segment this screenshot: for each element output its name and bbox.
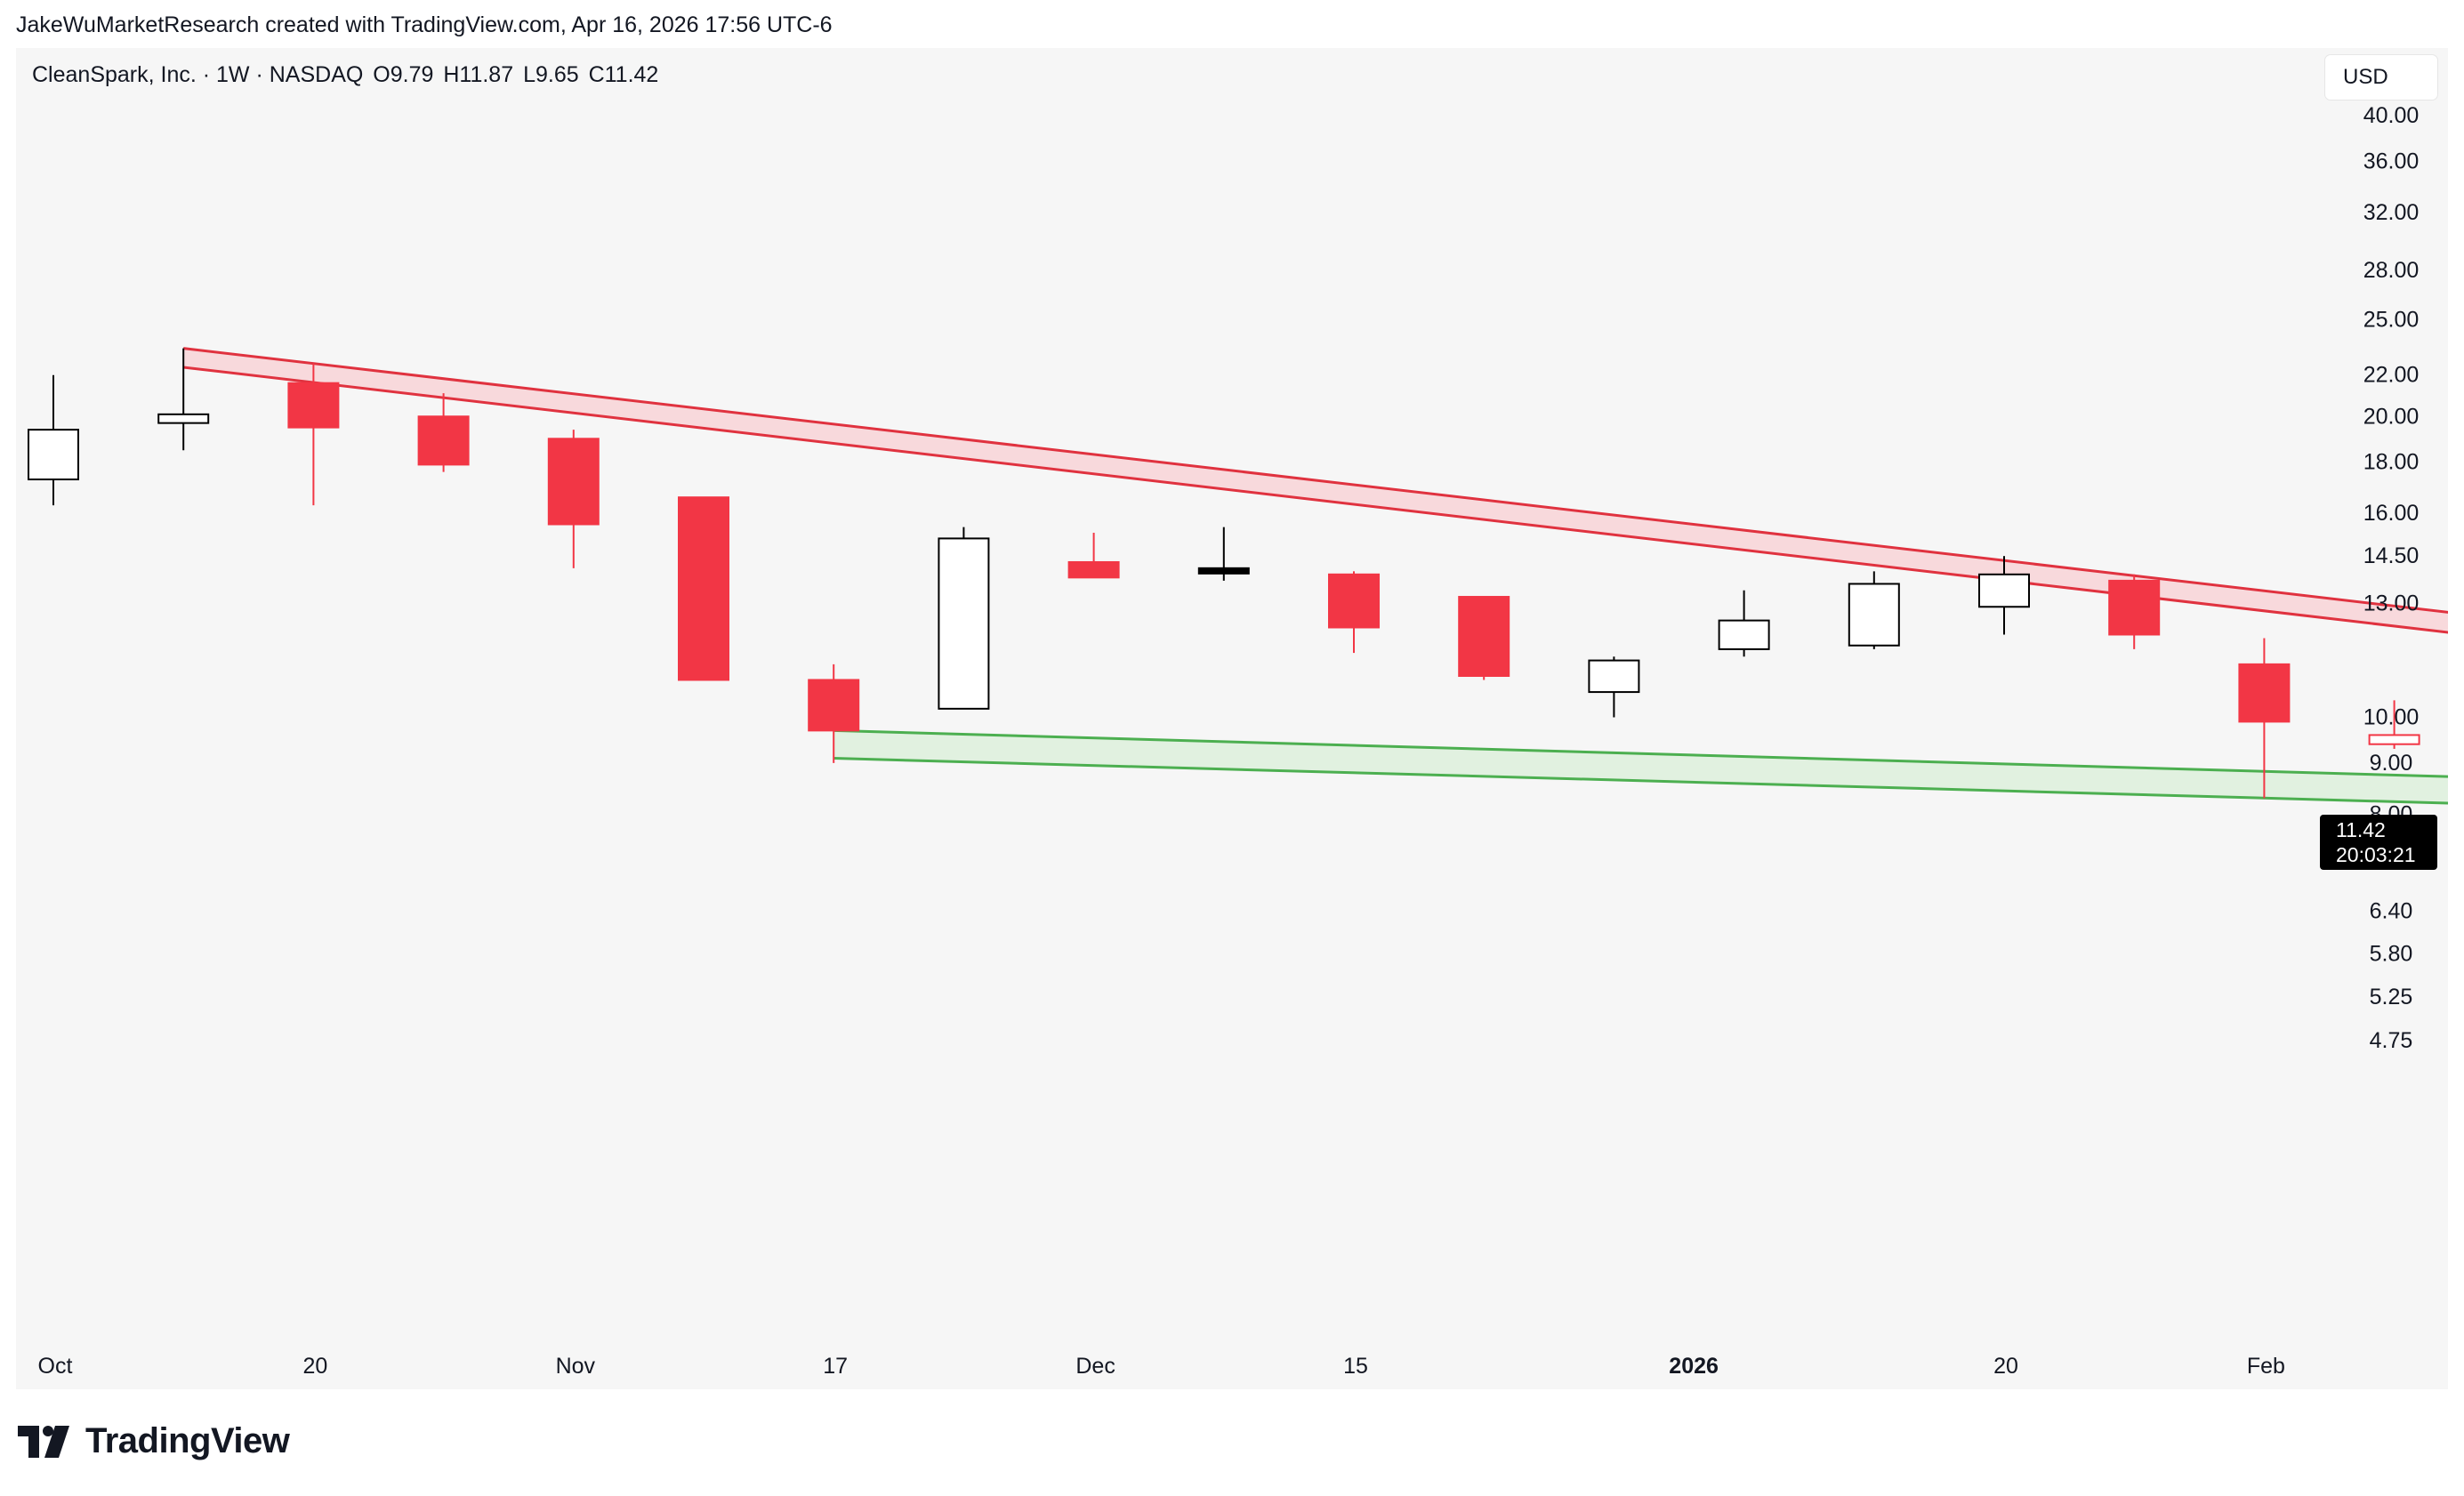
candle-body [1067,560,1120,579]
time-tick-label: 17 [823,1354,848,1379]
price-axis: 40.00 36.00 32.00 28.00 25.00 22.00 20.00 18.00… [2363,103,2420,1053]
time-tick-label: 15 [1343,1354,1368,1379]
price-tick-label: 9.00 [2370,751,2413,776]
price-tick-label: 10.00 [2363,705,2420,730]
candle-body [1718,619,1770,650]
price-tick-label: 25.00 [2363,307,2420,332]
chart-attribution: JakeWuMarketResearch created with Tradin… [16,12,833,37]
price-tick-label: 5.25 [2370,985,2413,1009]
candle [1067,532,1120,579]
tradingview-logo-icon [18,1425,69,1458]
price-tick-label: 5.80 [2370,941,2413,966]
price-chart[interactable]: 40.00 36.00 32.00 28.00 25.00 22.00 20.00 18.00… [16,48,2448,1389]
high-value: H11.87 [443,62,514,87]
candle [1458,596,1510,680]
candles [28,348,2420,799]
candle [547,430,600,568]
candle [1197,527,1250,581]
candle [157,348,210,451]
candle [1848,571,1900,649]
candle-body [1328,573,1380,629]
candle [2238,638,2291,799]
time-tick-label: 20 [1993,1354,2018,1379]
price-tick-label: 28.00 [2363,258,2420,283]
price-tick-label: 16.00 [2363,501,2420,526]
tradingview-wordmark: TradingView [85,1421,290,1460]
close-value: C11.42 [588,62,659,87]
time-tick-label: 2026 [1669,1354,1719,1379]
candle [1588,656,1640,718]
price-tick-label: 13.00 [2363,591,2420,615]
candle-body [417,415,470,466]
candle [2108,574,2161,649]
time-tick-label: Oct [38,1354,73,1379]
candle-body [287,382,340,429]
candle-body [157,413,210,424]
candle-body [2108,579,2161,636]
candle-body [678,496,729,681]
candle-body [2368,734,2420,745]
candle [417,393,470,472]
price-tick-label: 20.00 [2363,404,2420,429]
candle-body [1197,567,1250,575]
candle [1718,590,1770,657]
price-tick-label: 18.00 [2363,450,2420,475]
candle-body [28,429,79,481]
price-tick-label: 6.40 [2370,898,2413,923]
candle-body [547,438,600,526]
candle-body [1588,659,1640,694]
time-axis: Oct20Nov17Dec15202620Feb17Mar16Apr20May1… [38,1354,2285,1379]
time-tick-label: 20 [302,1354,327,1379]
candle [2368,700,2420,749]
candle [28,374,79,506]
candle-body [1978,573,2030,608]
price-tick-label: 22.00 [2363,363,2420,388]
candle-body [808,679,860,732]
time-tick-label: Nov [556,1354,596,1379]
resistance-upper-line [183,347,2448,614]
candle [287,363,340,506]
ohlc-legend[interactable]: CleanSpark, Inc. · 1W · NASDAQ O9.79 H11… [32,62,662,88]
candle [938,527,990,710]
candle-body [938,537,990,710]
support-upper-line [833,728,2448,778]
support-lower-line [833,757,2448,805]
candle-body [2238,663,2291,723]
price-tick-label: 14.50 [2363,543,2420,568]
time-tick-label: Feb [2247,1354,2285,1379]
price-tick-label: 40.00 [2363,103,2420,128]
candle-body [1848,583,1900,647]
tradingview-logo[interactable]: TradingView [18,1421,290,1461]
last-price-value: 11.42 [2336,818,2386,841]
last-price-label: 11.42 20:03:21 [2320,815,2437,870]
price-tick-label: 4.75 [2370,1028,2413,1053]
time-tick-label: Dec [1075,1354,1115,1379]
price-tick-label: 32.00 [2363,200,2420,225]
candle [808,664,860,763]
candle [1978,556,2030,635]
candle-body [1458,596,1510,678]
candle [678,496,729,681]
open-value: O9.79 [373,62,434,87]
resistance-lower-line [183,366,2448,634]
symbol-label[interactable]: CleanSpark, Inc. · 1W · NASDAQ [32,62,364,87]
bar-countdown: 20:03:21 [2336,843,2416,866]
currency-button[interactable]: USD [2325,55,2437,100]
price-tick-label: 36.00 [2363,149,2420,173]
resistance-zone-fill [183,348,2448,633]
trend-zones [183,347,2448,805]
low-value: L9.65 [523,62,579,87]
chart-panel[interactable] [16,48,2448,1389]
candle [1328,571,1380,654]
support-zone-fill [833,730,2448,804]
